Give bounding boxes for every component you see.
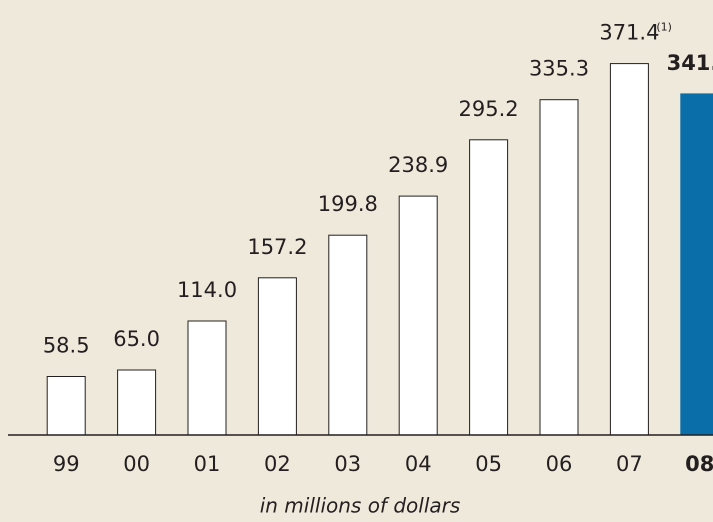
bar <box>539 99 579 436</box>
x-tick-label: 04 <box>405 452 432 476</box>
value-label: 238.9 <box>388 153 448 177</box>
value-label: 114.0 <box>177 278 237 302</box>
x-tick-label: 05 <box>475 452 502 476</box>
bar <box>680 93 713 436</box>
x-tick-label: 03 <box>334 452 361 476</box>
value-label: 371.4 <box>599 21 659 45</box>
footnote-marker: (1) <box>656 21 672 34</box>
bar <box>187 320 227 436</box>
x-tick-label: 06 <box>546 452 573 476</box>
value-label: 341.1 <box>667 51 713 75</box>
value-label: 199.8 <box>318 192 378 216</box>
bar <box>257 277 297 436</box>
bar <box>46 376 86 436</box>
x-tick-label: 01 <box>194 452 221 476</box>
value-label: 65.0 <box>113 327 160 351</box>
x-tick-label: 08 <box>685 452 713 476</box>
value-label: 335.3 <box>529 57 589 81</box>
bar <box>609 63 649 436</box>
bar <box>328 234 368 436</box>
bar <box>398 195 438 436</box>
value-label: 157.2 <box>247 235 307 259</box>
x-tick-label: 02 <box>264 452 291 476</box>
x-tick-label: 99 <box>53 452 80 476</box>
value-label: 295.2 <box>459 97 519 121</box>
x-tick-label: 00 <box>123 452 150 476</box>
bar <box>117 369 157 436</box>
x-tick-label: 07 <box>616 452 643 476</box>
x-axis-label: in millions of dollars <box>260 494 461 518</box>
bar <box>469 139 509 436</box>
value-label: 58.5 <box>43 334 90 358</box>
